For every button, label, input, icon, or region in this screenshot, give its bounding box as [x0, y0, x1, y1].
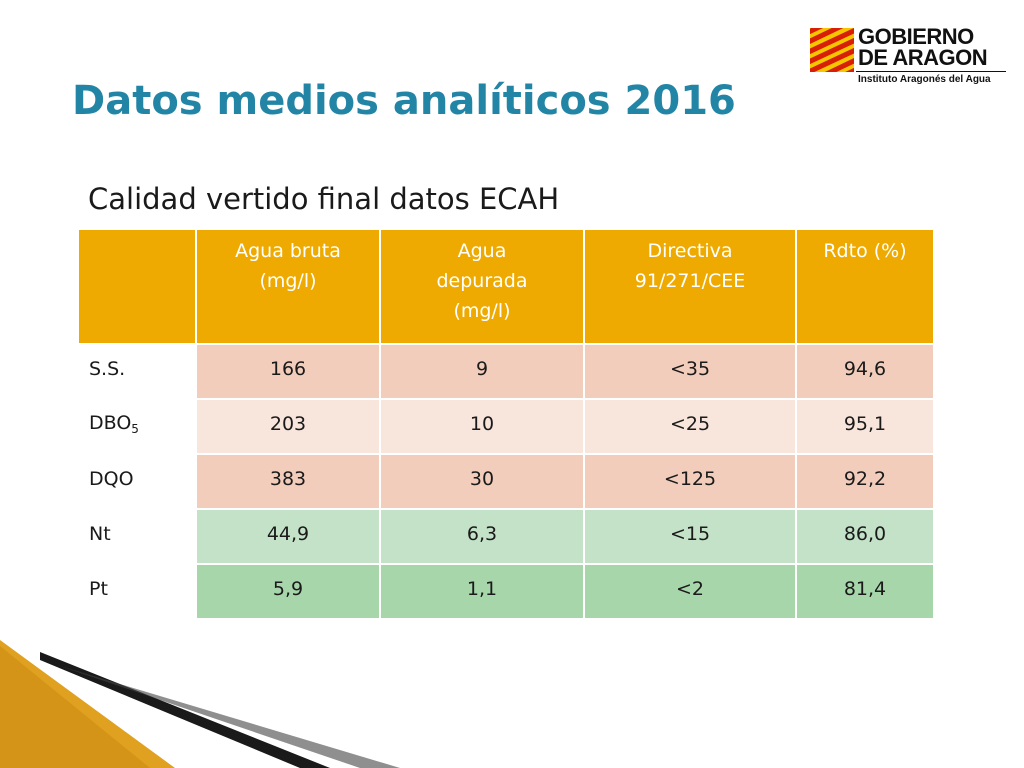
header-cell-line: Directiva	[647, 240, 733, 262]
table-cell: <2	[583, 563, 797, 620]
table-cell: 86,0	[795, 508, 935, 565]
slide-title: Datos medios analíticos 2016	[72, 78, 736, 124]
row-label-text: Pt	[89, 577, 108, 600]
logo-divider	[856, 71, 1006, 72]
logo-line-3: Instituto Aragonés del Agua	[858, 74, 991, 85]
table-row: S.S. 166 9 <35 94,6	[77, 343, 935, 400]
table-cell: 9	[379, 343, 585, 400]
table-cell: 10	[379, 398, 585, 455]
table-cell: 95,1	[795, 398, 935, 455]
row-label: DQO	[77, 453, 197, 510]
header-cell-line: depurada	[436, 270, 528, 292]
table-cell: 1,1	[379, 563, 585, 620]
table-cell: <25	[583, 398, 797, 455]
row-label-subscript: 5	[131, 421, 139, 436]
aragon-flag-icon	[810, 28, 854, 72]
table-cell: <15	[583, 508, 797, 565]
table-cell: 383	[195, 453, 381, 510]
table-cell: 30	[379, 453, 585, 510]
row-label-text: Nt	[89, 522, 111, 545]
table-row: DBO5 203 10 <25 95,1	[77, 398, 935, 455]
table-row: DQO 383 30 <125 92,2	[77, 453, 935, 510]
gobierno-aragon-logo: GOBIERNO DE ARAGON Instituto Aragonés de…	[810, 26, 1010, 90]
row-label: DBO5	[77, 398, 197, 455]
header-cell-line: (mg/l)	[453, 300, 511, 322]
header-cell-line: Agua	[457, 240, 507, 262]
slide-subtitle: Calidad vertido final datos ECAH	[88, 182, 560, 216]
table-row: Nt 44,9 6,3 <15 86,0	[77, 508, 935, 565]
header-cell-line: Rdto (%)	[823, 240, 907, 262]
header-cell-line: 91/271/CEE	[634, 270, 746, 292]
table-header-row: Agua bruta (mg/l) Agua depurada (mg/l) Dire…	[77, 228, 935, 345]
table-cell: <35	[583, 343, 797, 400]
header-cell-empty	[77, 228, 197, 345]
table-row: Pt 5,9 1,1 <2 81,4	[77, 563, 935, 620]
logo-line-2: DE ARAGON	[858, 45, 988, 70]
header-cell: Agua depurada (mg/l)	[379, 228, 585, 345]
table-cell: 6,3	[379, 508, 585, 565]
row-label: Nt	[77, 508, 197, 565]
row-label-text: S.S.	[89, 357, 126, 380]
table-cell: 94,6	[795, 343, 935, 400]
header-cell-line: Agua bruta	[235, 240, 341, 262]
header-cell: Directiva 91/271/CEE	[583, 228, 797, 345]
row-label: S.S.	[77, 343, 197, 400]
table-cell: 166	[195, 343, 381, 400]
table-cell: 5,9	[195, 563, 381, 620]
table-cell: <125	[583, 453, 797, 510]
header-cell: Rdto (%)	[795, 228, 935, 345]
row-label-text: DQO	[89, 467, 134, 490]
row-label-text: DBO	[89, 411, 132, 434]
table-cell: 203	[195, 398, 381, 455]
table-cell: 92,2	[795, 453, 935, 510]
table-cell: 44,9	[195, 508, 381, 565]
table-cell: 81,4	[795, 563, 935, 620]
analytics-table: Agua bruta (mg/l) Agua depurada (mg/l) Dire…	[77, 228, 935, 620]
logo-line-1: GOBIERNO	[858, 24, 974, 49]
header-cell-line: (mg/l)	[259, 270, 317, 292]
corner-decoration	[0, 640, 400, 768]
header-cell: Agua bruta (mg/l)	[195, 228, 381, 345]
row-label: Pt	[77, 563, 197, 620]
